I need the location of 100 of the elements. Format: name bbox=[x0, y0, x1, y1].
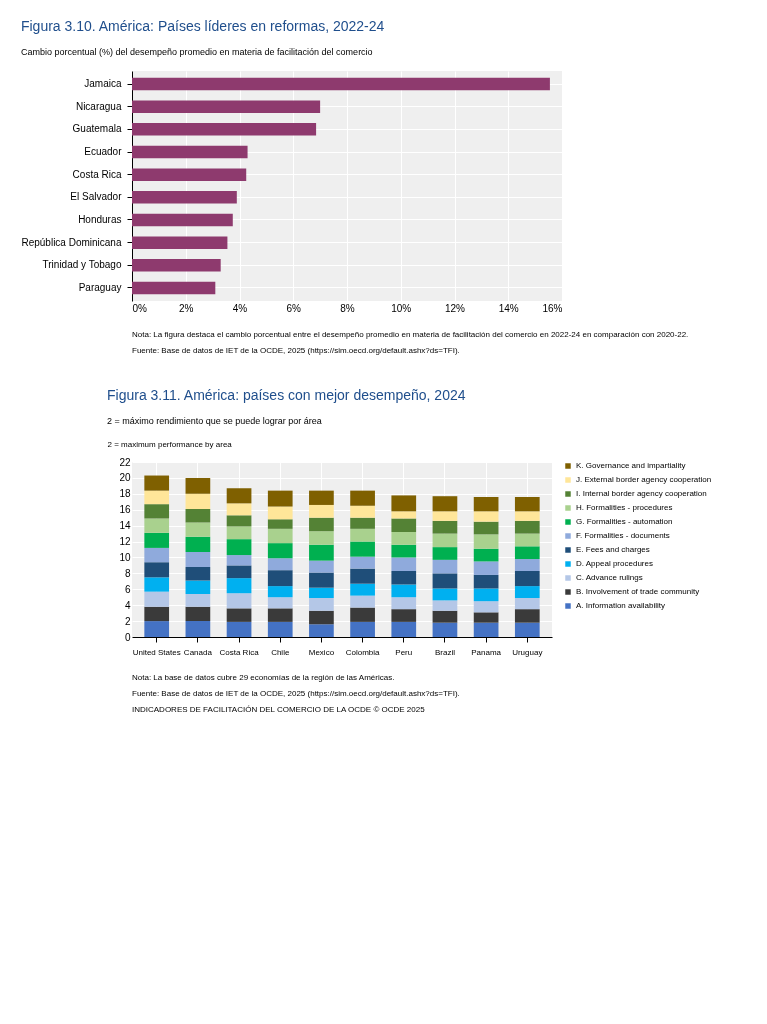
bar bbox=[391, 511, 417, 519]
y-tick-label: 16 bbox=[119, 504, 131, 516]
bar bbox=[473, 601, 499, 613]
y-tick-label: 0 bbox=[124, 631, 131, 643]
bar bbox=[473, 548, 499, 562]
bar bbox=[432, 533, 458, 548]
bar bbox=[267, 597, 293, 609]
y-tick-label: 18 bbox=[119, 488, 131, 500]
y-tick-label: 20 bbox=[119, 472, 131, 484]
y-tick-label: Guatemala bbox=[72, 123, 122, 135]
bar bbox=[350, 541, 375, 557]
bar bbox=[350, 595, 375, 608]
y-tick-label: 6 bbox=[124, 583, 131, 595]
bar bbox=[185, 567, 211, 581]
bar bbox=[473, 497, 499, 512]
bar bbox=[309, 504, 334, 518]
bar bbox=[350, 607, 375, 622]
bar bbox=[267, 558, 293, 571]
x-tick-label: 2% bbox=[179, 302, 194, 314]
bar bbox=[309, 572, 334, 588]
bar bbox=[144, 606, 170, 622]
x-tick-label: 12% bbox=[444, 302, 466, 314]
bar bbox=[267, 519, 293, 529]
bar bbox=[267, 543, 293, 559]
bar bbox=[226, 555, 252, 566]
bar bbox=[267, 570, 293, 587]
bar bbox=[473, 521, 499, 535]
bar bbox=[432, 610, 458, 623]
bar bbox=[267, 490, 293, 507]
legend-label: B. Involvement of trade community bbox=[576, 587, 700, 596]
x-tick-label: 10% bbox=[391, 302, 412, 314]
bar bbox=[473, 622, 499, 637]
bar bbox=[514, 520, 540, 534]
bar bbox=[350, 621, 375, 637]
bar bbox=[473, 588, 499, 602]
bar bbox=[309, 624, 334, 637]
bar bbox=[309, 544, 334, 561]
bar bbox=[309, 531, 334, 545]
x-tick-label: United States bbox=[132, 647, 181, 657]
bar bbox=[514, 570, 540, 587]
bar bbox=[144, 621, 170, 637]
bar bbox=[350, 556, 375, 569]
bar bbox=[226, 578, 252, 594]
bar bbox=[514, 533, 540, 547]
legend-label: D. Appeal procedures bbox=[576, 559, 653, 568]
y-tick-label: Honduras bbox=[78, 213, 122, 225]
bar bbox=[473, 534, 499, 549]
bar bbox=[391, 495, 417, 512]
bar bbox=[514, 559, 540, 571]
bar bbox=[514, 497, 540, 512]
bar bbox=[350, 517, 375, 529]
bar bbox=[267, 528, 293, 544]
x-tick-label: Peru bbox=[395, 647, 413, 657]
chart-subtitle: Cambio porcentual (%) del desempeño promedio en materia de facilitación del comercio bbox=[20, 47, 373, 57]
bar bbox=[144, 475, 170, 491]
bar bbox=[185, 606, 211, 622]
bar bbox=[144, 504, 170, 519]
bar bbox=[309, 598, 334, 611]
x-tick-label: 16% bbox=[542, 302, 563, 314]
legend-label: E. Fees and charges bbox=[576, 545, 650, 554]
bar bbox=[226, 526, 252, 540]
y-tick-label: El Salvador bbox=[70, 191, 123, 203]
bar bbox=[144, 577, 170, 592]
bar bbox=[432, 547, 458, 560]
bar bbox=[144, 562, 170, 578]
x-tick-label: 6% bbox=[286, 302, 302, 314]
bar bbox=[391, 609, 417, 622]
bar bbox=[473, 561, 499, 575]
bar bbox=[473, 511, 499, 522]
y-tick-label: 4 bbox=[124, 599, 131, 611]
bar bbox=[350, 505, 375, 518]
bar bbox=[267, 506, 293, 520]
bar bbox=[226, 593, 252, 609]
y-tick-label: Ecuador bbox=[84, 146, 123, 158]
chart-title: Figura 3.10. América: Países líderes en reformas, 2022-24 bbox=[20, 18, 385, 34]
x-tick-label: 8% bbox=[340, 302, 355, 314]
bar bbox=[350, 583, 375, 596]
bar bbox=[432, 511, 458, 521]
bar bbox=[473, 574, 499, 589]
bar bbox=[432, 496, 458, 512]
y-tick-label: 10 bbox=[119, 551, 131, 563]
bar bbox=[514, 586, 540, 599]
bar bbox=[144, 547, 170, 563]
bar bbox=[267, 621, 293, 637]
bar bbox=[144, 591, 170, 607]
legend-label: H. Formalities - procedures bbox=[576, 503, 673, 512]
x-tick-label: Chile bbox=[271, 647, 290, 657]
text: INDICADORES DE FACILITACIÓN DEL COMERCIO DE LA OCDE © OCDE 2025 bbox=[132, 705, 426, 714]
bar bbox=[391, 544, 417, 558]
x-tick-label: Uruguay bbox=[512, 647, 543, 657]
bar bbox=[391, 570, 417, 585]
x-tick-label: Brazil bbox=[434, 647, 456, 657]
bar bbox=[185, 621, 211, 637]
legend-label: F. Formalities - documents bbox=[576, 531, 670, 540]
x-tick-label: 0% bbox=[132, 302, 148, 314]
legend-label: I. Internal border agency cooperation bbox=[576, 489, 707, 498]
bar bbox=[514, 511, 540, 521]
bar bbox=[514, 546, 540, 560]
bar bbox=[514, 609, 540, 623]
y-tick-label: República Dominicana bbox=[21, 236, 122, 248]
